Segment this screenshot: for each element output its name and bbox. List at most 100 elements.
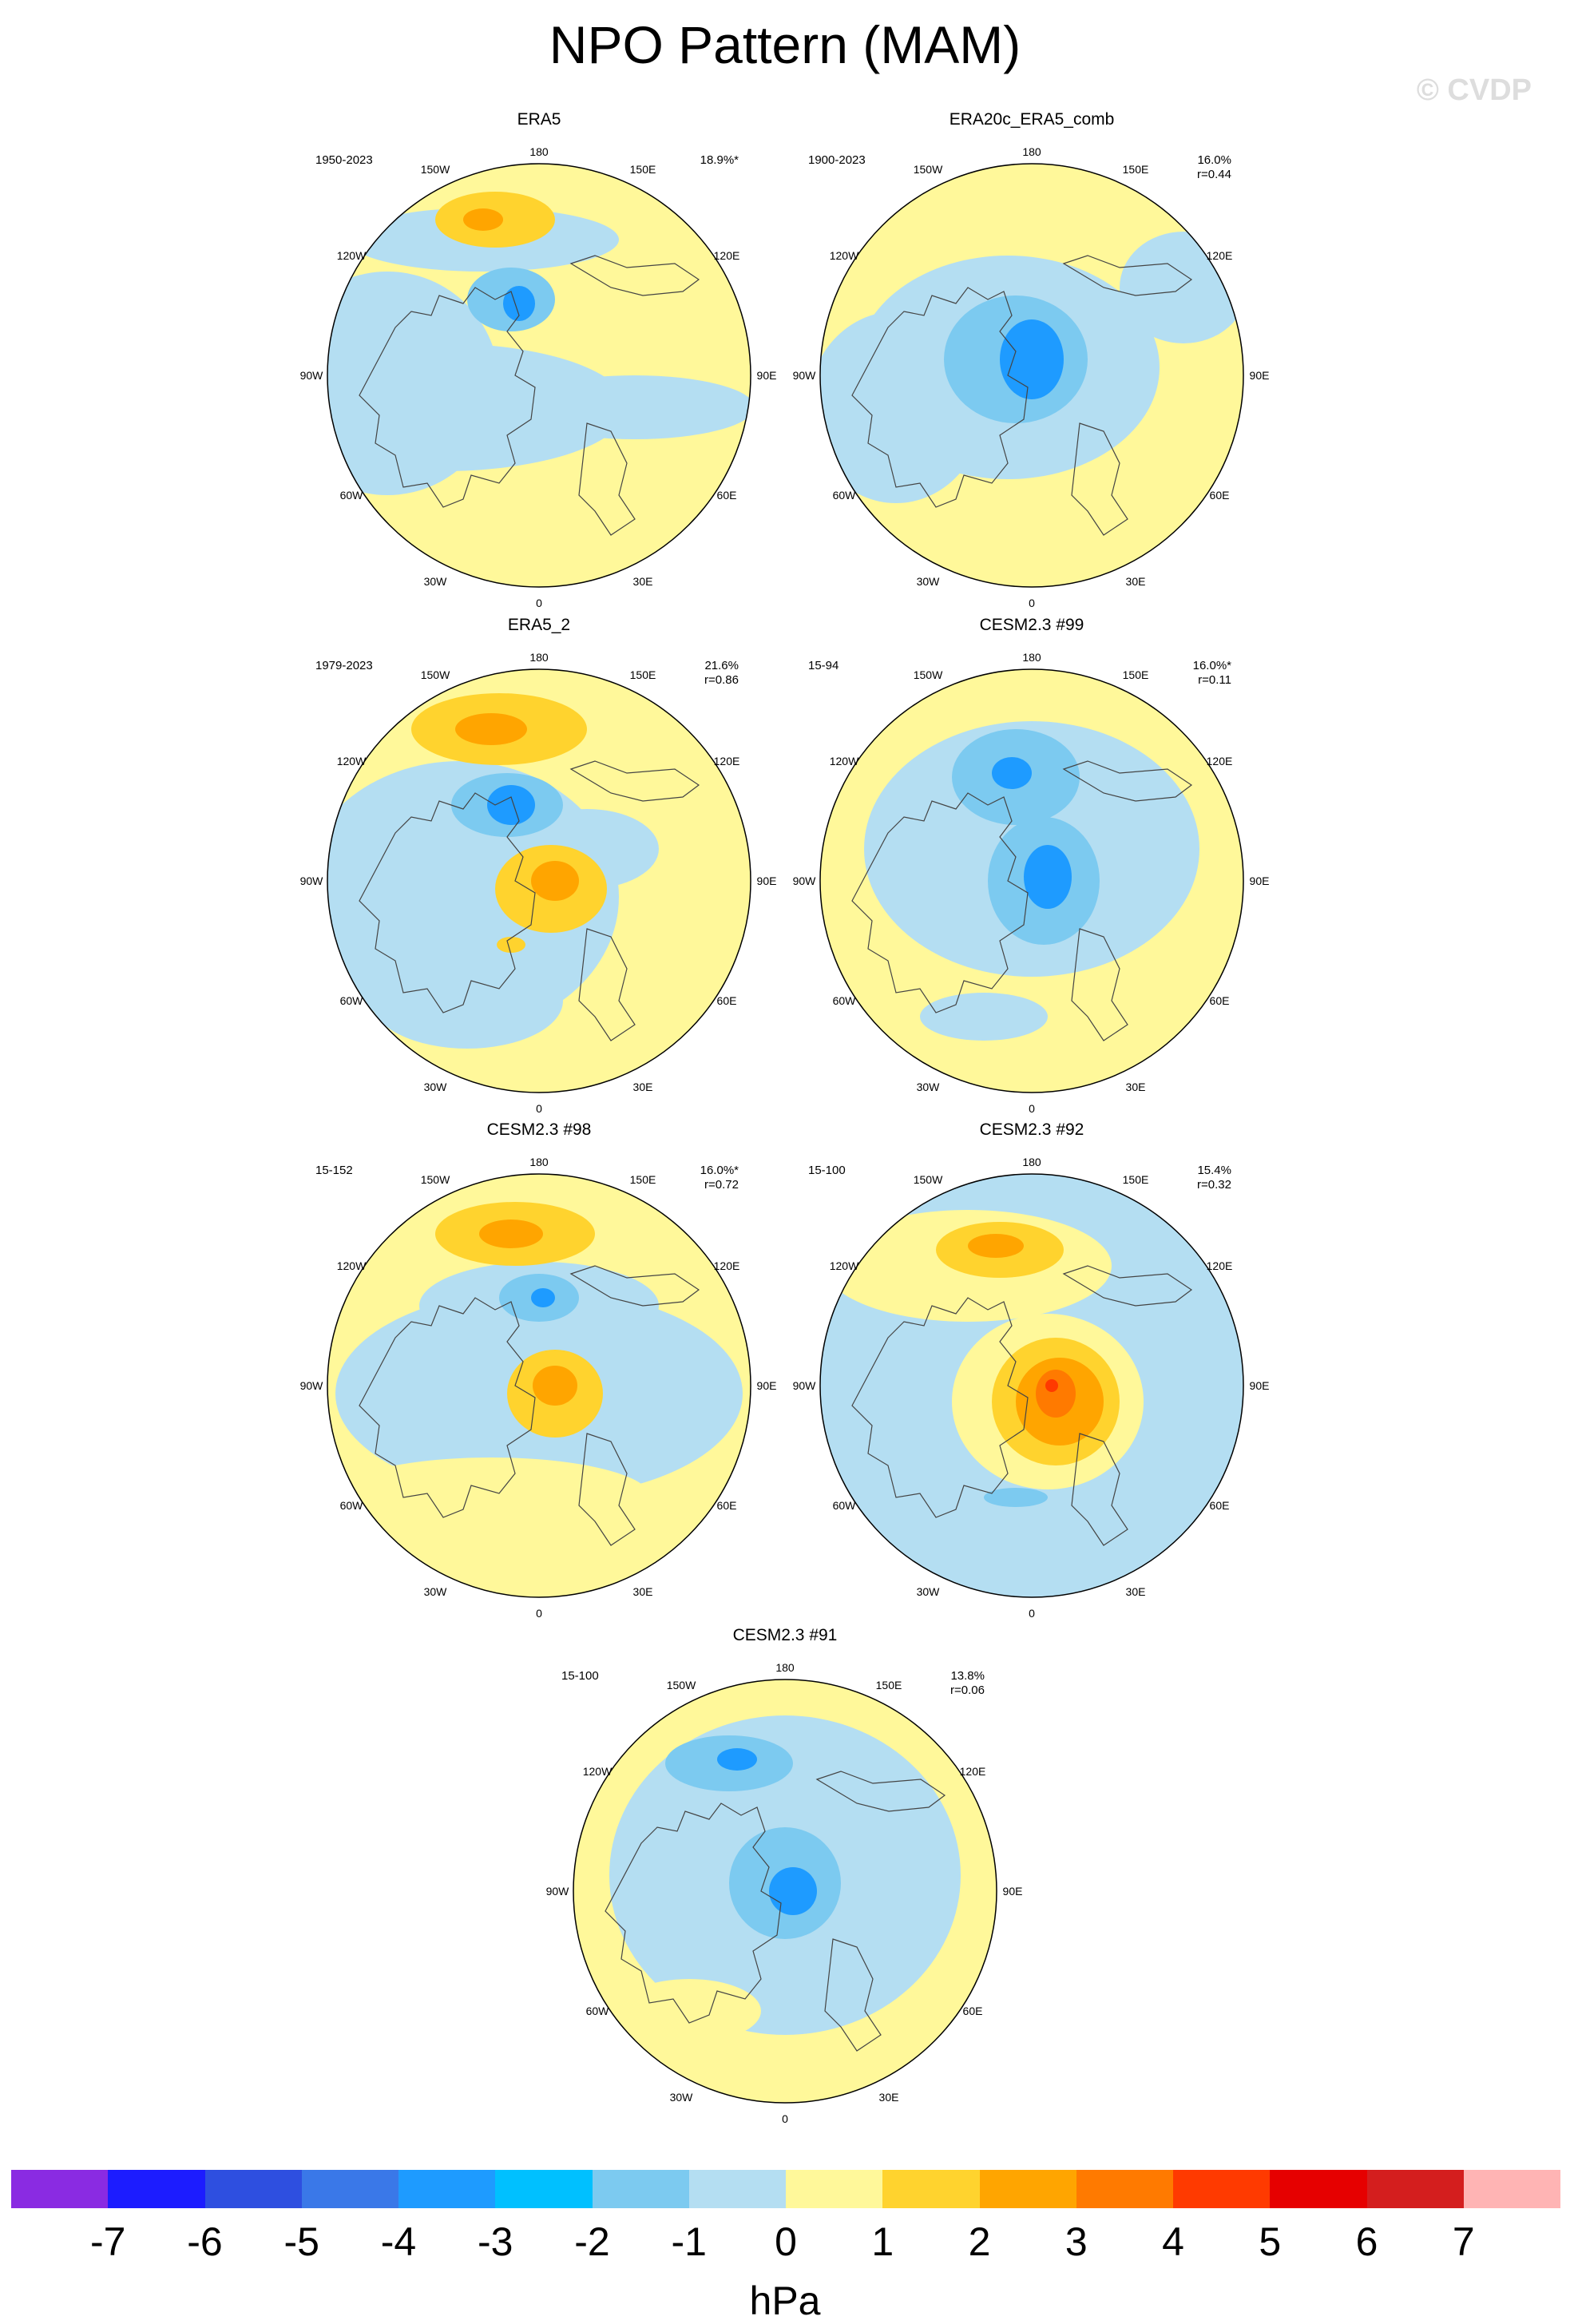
longitude-label: 150E <box>1122 668 1149 681</box>
polar-map <box>819 1173 1244 1598</box>
longitude-label: 90W <box>792 1379 816 1392</box>
panel-period: 1979-2023 <box>315 659 373 672</box>
longitude-label: 90E <box>1249 1379 1270 1392</box>
colorbar-swatch <box>1366 2170 1464 2208</box>
longitude-label: 30E <box>1125 1081 1146 1093</box>
colorbar-swatch <box>204 2170 302 2208</box>
longitude-label: 0 <box>1029 597 1035 609</box>
longitude-label: 150W <box>913 163 943 176</box>
longitude-label: 30W <box>916 575 940 588</box>
longitude-label: 90W <box>545 1885 569 1898</box>
panel-percent: 13.8% <box>950 1669 985 1683</box>
coastline <box>359 1265 700 1546</box>
longitude-label: 120E <box>1206 755 1233 767</box>
anomaly-contour <box>497 937 525 953</box>
anomaly-contour <box>1045 1379 1058 1392</box>
panel-corr: r=0.06 <box>950 1684 985 1697</box>
map-panel: CESM2.3 #91 15-100 13.8% r=0.06 180 150E 120E 9… <box>537 1626 1033 2155</box>
map-border <box>819 163 1244 588</box>
anomaly-contour <box>984 1488 1048 1507</box>
colorbar-tick-label: -4 <box>380 2219 417 2264</box>
longitude-label: 150W <box>420 163 450 176</box>
anomaly-contour <box>820 311 984 503</box>
longitude-label: 120E <box>713 1259 740 1272</box>
colorbar-tick-label: 2 <box>968 2219 991 2264</box>
panel-period: 1900-2023 <box>808 153 866 167</box>
panel-title: ERA5_2 <box>507 616 571 634</box>
panel-period: 1950-2023 <box>315 153 373 167</box>
longitude-label: 150E <box>1122 163 1149 176</box>
longitude-label: 30W <box>423 1081 447 1093</box>
longitude-label: 30E <box>1125 1585 1146 1598</box>
colorbar-swatch <box>979 2170 1076 2208</box>
colorbar-tick-label: 4 <box>1162 2219 1184 2264</box>
anomaly-contour <box>371 953 563 1049</box>
longitude-label: 60E <box>716 994 737 1007</box>
longitude-label: 60E <box>716 489 737 502</box>
colorbar-swatch <box>398 2170 496 2208</box>
panel-title: CESM2.3 #91 <box>732 1626 838 1644</box>
longitude-label: 150W <box>420 668 450 681</box>
panel-percent: 18.9%* <box>700 153 739 167</box>
longitude-label: 60E <box>1209 1499 1230 1512</box>
longitude-label: 60W <box>339 1499 363 1512</box>
longitude-label: 60W <box>832 994 856 1007</box>
longitude-label: 60W <box>339 489 363 502</box>
colorbar-swatch <box>688 2170 786 2208</box>
map-border <box>327 1173 751 1598</box>
polar-map <box>819 668 1244 1093</box>
colorbar-tick-label: -7 <box>90 2219 126 2264</box>
longitude-label: 150W <box>913 668 943 681</box>
panel-corr: r=0.11 <box>1198 673 1231 687</box>
anomaly-contour <box>1024 845 1072 909</box>
longitude-label: 120W <box>336 1259 367 1272</box>
colorbar-units: hPa <box>749 2278 821 2323</box>
anomaly-contour <box>515 375 751 439</box>
longitude-label: 0 <box>536 597 542 609</box>
longitude-label: 180 <box>1022 1156 1041 1168</box>
longitude-label: 30W <box>423 1585 447 1598</box>
longitude-label: 180 <box>1022 145 1041 158</box>
longitude-label: 150W <box>666 1679 696 1691</box>
longitude-label: 0 <box>536 1607 542 1620</box>
panel-title: CESM2.3 #92 <box>979 1120 1084 1139</box>
colorbar-tick-label: 3 <box>1065 2219 1088 2264</box>
polar-map <box>327 163 751 588</box>
longitude-label: 180 <box>775 1661 795 1674</box>
colorbar-swatch <box>495 2170 593 2208</box>
longitude-label: 30E <box>878 2091 899 2104</box>
colorbar-swatch <box>1270 2170 1367 2208</box>
colorbar-tick-label: 0 <box>775 2219 797 2264</box>
panel-period: 15-152 <box>315 1164 353 1177</box>
map-border <box>327 163 751 588</box>
colorbar-tick-label: -2 <box>574 2219 610 2264</box>
longitude-label: 90E <box>756 874 777 887</box>
anomaly-contour <box>617 1979 761 2043</box>
anomaly-contour <box>331 1457 651 1537</box>
page-title: NPO Pattern (MAM) <box>549 15 1021 74</box>
map-border <box>327 668 751 1093</box>
coastline <box>359 255 700 536</box>
colorbar-tick-label: -1 <box>671 2219 707 2264</box>
longitude-label: 30W <box>423 575 447 588</box>
polar-map <box>327 1173 751 1598</box>
panel-corr: r=0.32 <box>1197 1178 1231 1192</box>
anomaly-contour <box>717 1748 757 1771</box>
colorbar-swatch <box>592 2170 689 2208</box>
longitude-label: 150E <box>629 1173 656 1186</box>
map-panel: ERA20c_ERA5_comb 1900-2023 16.0% r=0.44 180 1… <box>784 110 1279 639</box>
longitude-label: 120W <box>829 1259 859 1272</box>
panel-corr: r=0.86 <box>704 673 739 687</box>
panel-corr: r=0.44 <box>1197 168 1231 181</box>
polar-map <box>327 668 751 1093</box>
longitude-label: 120E <box>959 1765 986 1778</box>
longitude-label: 150W <box>420 1173 450 1186</box>
map-panel: CESM2.3 #99 15-94 16.0%* r=0.11 180 150E 120E 9… <box>784 616 1279 1144</box>
colorbar-tick-label: 1 <box>871 2219 894 2264</box>
map-border <box>573 1679 997 2104</box>
longitude-label: 120W <box>829 249 859 262</box>
longitude-label: 60W <box>339 994 363 1007</box>
panel-title: ERA20c_ERA5_comb <box>949 110 1115 129</box>
panel-corr: r=0.72 <box>704 1178 739 1192</box>
anomaly-contour <box>1120 232 1243 343</box>
